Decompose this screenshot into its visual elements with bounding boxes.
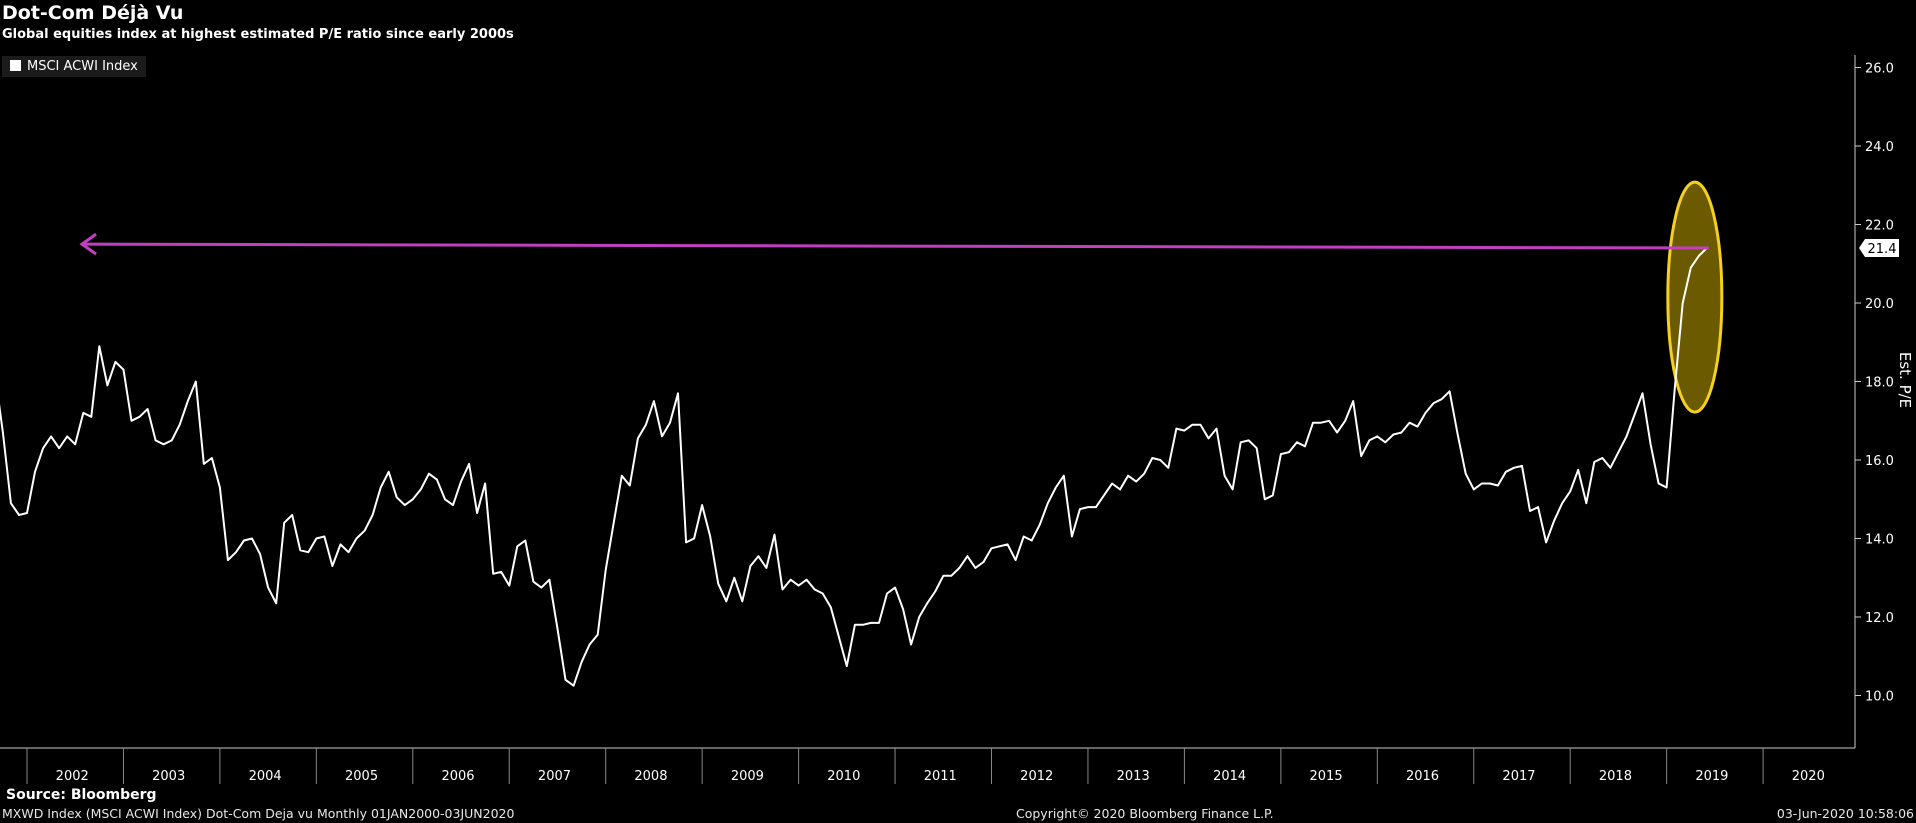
y-axis-label: Est. P/E xyxy=(1896,352,1914,408)
x-tick-label: 2016 xyxy=(1406,769,1439,784)
footer-ticker: MXWD Index (MSCI ACWI Index) Dot-Com Dej… xyxy=(2,806,515,821)
x-tick-label: 2007 xyxy=(538,769,571,784)
series-line-msci-acwi xyxy=(0,247,1708,687)
x-tick-label: 2019 xyxy=(1695,769,1728,784)
x-tick-label: 2010 xyxy=(827,769,860,784)
y-tick-label: 26.0 xyxy=(1865,62,1894,77)
y-tick-label: 20.0 xyxy=(1865,297,1894,312)
x-tick-label: 2012 xyxy=(1020,769,1053,784)
y-tick-label: 12.0 xyxy=(1865,611,1894,626)
footer-timestamp: 03-Jun-2020 10:58:06 xyxy=(1776,806,1914,821)
legend-label: MSCI ACWI Index xyxy=(27,59,138,74)
x-tick-label: 2014 xyxy=(1213,769,1246,784)
last-value-label: 21.4 xyxy=(1868,242,1897,257)
last-value-badge xyxy=(1859,239,1899,258)
legend-swatch xyxy=(10,60,21,71)
x-tick-label: 2003 xyxy=(152,769,185,784)
y-tick-label: 10.0 xyxy=(1865,690,1894,705)
y-tick-label: 24.0 xyxy=(1865,140,1894,155)
y-tick-label: 22.0 xyxy=(1865,219,1894,234)
x-tick-label: 2020 xyxy=(1792,769,1825,784)
x-tick-label: 2017 xyxy=(1502,769,1535,784)
source-label: Source: Bloomberg xyxy=(6,787,157,803)
highlight-ellipse xyxy=(1666,180,1724,414)
chart-subtitle: Global equities index at highest estimat… xyxy=(2,27,514,42)
footer-copyright: Copyright© 2020 Bloomberg Finance L.P. xyxy=(1016,806,1274,821)
y-tick-label: 18.0 xyxy=(1865,376,1894,391)
x-tick-label: 2005 xyxy=(345,769,378,784)
x-tick-label: 2013 xyxy=(1117,769,1150,784)
annotation-arrowhead xyxy=(79,232,97,256)
y-tick-label: 16.0 xyxy=(1865,454,1894,469)
x-tick-label: 2015 xyxy=(1310,769,1343,784)
legend: MSCI ACWI Index xyxy=(2,56,146,77)
x-tick-label: 2002 xyxy=(56,769,89,784)
x-tick-label: 2008 xyxy=(634,769,667,784)
x-tick-label: 2011 xyxy=(924,769,957,784)
x-tick-label: 2018 xyxy=(1599,769,1632,784)
annotation-arrow xyxy=(81,242,1709,250)
chart-title: Dot-Com Déjà Vu xyxy=(2,2,184,24)
x-tick-label: 2009 xyxy=(731,769,764,784)
y-tick-label: 14.0 xyxy=(1865,533,1894,548)
x-tick-label: 2006 xyxy=(441,769,474,784)
x-tick-label: 2004 xyxy=(249,769,282,784)
